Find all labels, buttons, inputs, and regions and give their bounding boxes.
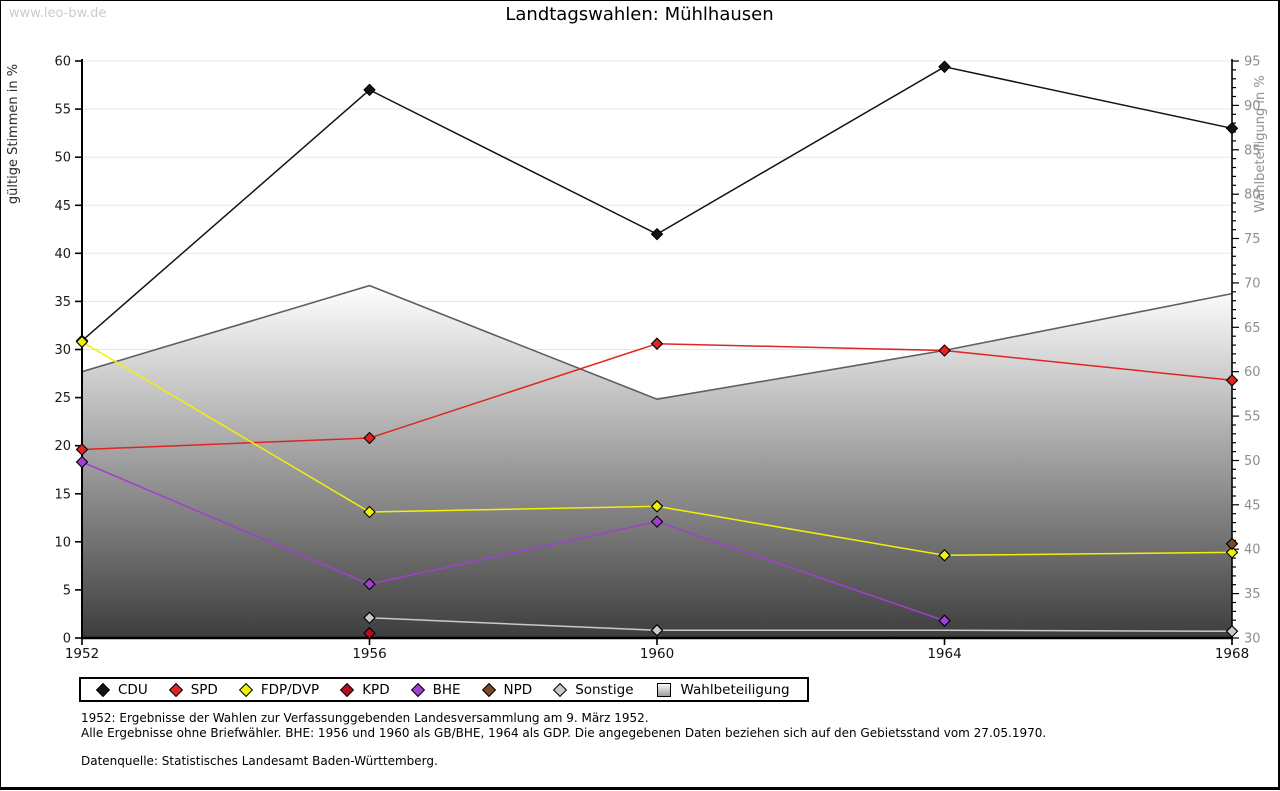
legend-item-sonstige: Sonstige (553, 681, 634, 698)
left-axis-title: gültige Stimmen in % (6, 64, 21, 204)
svg-text:55: 55 (54, 103, 71, 118)
chart-footnotes: 1952: Ergebnisse der Wahlen zur Verfassu… (81, 711, 1046, 769)
legend-label: Sonstige (575, 681, 634, 698)
legend-diamond-icon (410, 682, 425, 697)
chart-legend: CDU SPD FDP/DVP KPD BHE NPD Sonstige Wahlbeteil… (79, 677, 809, 702)
svg-text:20: 20 (54, 439, 71, 454)
svg-text:1960: 1960 (640, 646, 674, 662)
chart-title: Landtagswahlen: Mühlhausen (505, 4, 774, 25)
svg-text:50: 50 (1244, 454, 1261, 469)
svg-text:85: 85 (1244, 143, 1261, 158)
turnout-edge-line (81, 284, 1233, 401)
svg-text:5: 5 (63, 583, 71, 598)
legend-item-cdu: CDU (95, 681, 148, 698)
svg-text:95: 95 (1244, 55, 1261, 70)
svg-text:30: 30 (1244, 632, 1261, 647)
svg-text:40: 40 (1244, 543, 1261, 558)
footnote-methodology: Alle Ergebnisse ohne Briefwähler. BHE: 1… (81, 725, 1047, 740)
svg-text:45: 45 (1244, 498, 1261, 513)
watermark-leo-bw: www.leo-bw.de (9, 6, 107, 21)
legend-turnout-area-icon (656, 682, 671, 697)
legend-diamond-icon (553, 682, 568, 697)
svg-text:55: 55 (1244, 410, 1261, 425)
right-axis-title: Wahlbeteiligung in % (1253, 75, 1268, 212)
svg-text:35: 35 (1244, 587, 1261, 602)
svg-text:30: 30 (54, 343, 71, 358)
series-line-bhe (81, 461, 945, 622)
series-line-sonstige (369, 617, 1233, 633)
footnote-1952: 1952: Ergebnisse der Wahlen zur Verfassu… (81, 711, 649, 725)
svg-text:10: 10 (54, 535, 71, 550)
legend-item-fdp-dvp: FDP/DVP (238, 681, 320, 698)
legend-item-bhe: BHE (410, 681, 461, 698)
svg-text:75: 75 (1244, 232, 1261, 247)
legend-diamond-icon (340, 682, 355, 697)
legend-diamond-icon (168, 682, 183, 697)
svg-text:0: 0 (63, 632, 71, 647)
legend-diamond-icon (481, 682, 496, 697)
legend-label: SPD (190, 681, 218, 698)
data-source: Datenquelle: Statistisches Landesamt Bad… (81, 754, 438, 768)
svg-text:60: 60 (54, 55, 71, 70)
legend-diamond-icon (238, 682, 253, 697)
svg-text:40: 40 (54, 247, 71, 262)
legend-label: Wahlbeteiligung (680, 681, 790, 698)
legend-item-spd: SPD (168, 681, 218, 698)
legend-label: KPD (362, 681, 390, 698)
legend-label: CDU (118, 681, 148, 698)
svg-text:35: 35 (54, 295, 71, 310)
legend-label: FDP/DVP (260, 681, 320, 698)
svg-text:15: 15 (54, 487, 71, 502)
legend-diamond-icon (95, 682, 111, 697)
svg-text:1968: 1968 (1215, 646, 1249, 662)
svg-text:90: 90 (1244, 99, 1261, 114)
svg-text:1956: 1956 (352, 646, 386, 662)
svg-text:1964: 1964 (927, 646, 961, 662)
series-line-cdu (81, 66, 1233, 342)
legend-item-kpd: KPD (340, 681, 390, 698)
legend-label: BHE (432, 681, 461, 698)
election-line-chart: 0 5 10 15 20 25 30 35 40 45 50 55 60 30 35 40 45 50 55 60 65… (6, 55, 1268, 663)
legend-item-wahlbeteiligung: Wahlbeteiligung (656, 681, 790, 698)
svg-text:25: 25 (54, 391, 71, 406)
svg-text:80: 80 (1244, 188, 1261, 203)
svg-text:50: 50 (54, 151, 71, 166)
svg-text:45: 45 (54, 199, 71, 214)
svg-text:65: 65 (1244, 321, 1261, 336)
svg-text:70: 70 (1244, 276, 1261, 291)
legend-item-npd: NPD (481, 681, 533, 698)
svg-text:60: 60 (1244, 365, 1261, 380)
legend-label: NPD (503, 681, 533, 698)
svg-text:1952: 1952 (65, 646, 99, 662)
